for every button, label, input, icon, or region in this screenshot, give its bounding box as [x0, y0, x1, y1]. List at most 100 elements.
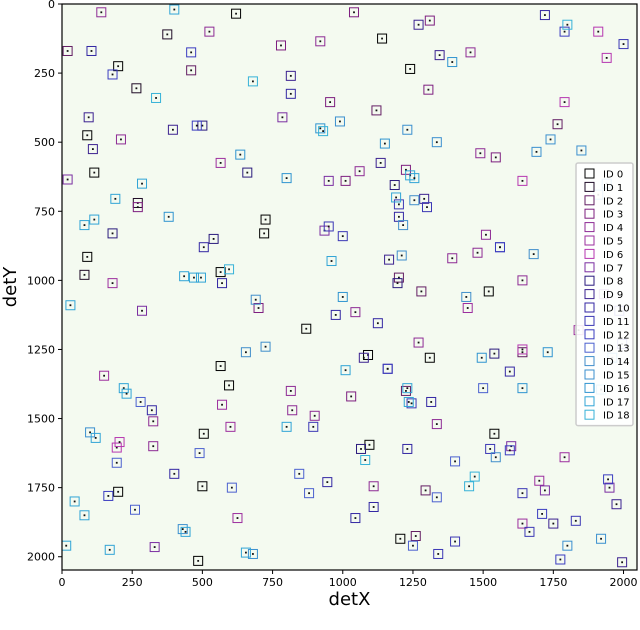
marker-id-9 [285, 70, 296, 81]
marker-id-3 [253, 303, 264, 314]
y-tick-label: 1250 [27, 343, 55, 356]
marker-center-dot [236, 517, 239, 519]
marker-center-dot [289, 74, 292, 77]
marker-center-dot [93, 218, 96, 221]
marker-center-dot [115, 446, 118, 449]
marker-id-17 [169, 4, 180, 15]
marker-center-dot [417, 341, 420, 344]
marker-id-10 [198, 242, 209, 253]
marker-center-dot [107, 495, 110, 497]
marker-id-10 [217, 278, 228, 289]
marker-id-3 [325, 97, 336, 108]
legend-entry: ID 5 [603, 237, 623, 248]
marker-center-dot [556, 123, 559, 126]
x-tick-label: 750 [262, 576, 283, 589]
marker-center-dot [574, 519, 577, 522]
legend-swatch [584, 329, 595, 340]
marker-center-dot [221, 282, 223, 285]
marker-id-3 [132, 202, 143, 213]
marker-center-dot [417, 23, 420, 26]
marker-id-10 [372, 318, 383, 329]
marker-id-2 [400, 385, 411, 396]
marker-id-12 [537, 508, 548, 519]
marker-center-dot [407, 401, 410, 403]
marker-center-dot [136, 206, 139, 209]
marker-center-dot [479, 152, 482, 155]
marker-id-4 [309, 410, 320, 421]
marker-id-5 [232, 513, 243, 524]
marker-id-16 [379, 138, 390, 149]
marker-center-dot [341, 235, 344, 238]
marker-id-2 [62, 45, 73, 56]
marker-id-17 [179, 271, 190, 282]
marker-id-16 [476, 352, 487, 363]
marker-center-dot [559, 558, 562, 561]
legend-swatch [584, 409, 595, 420]
marker-center-dot [229, 425, 232, 428]
marker-id-16 [337, 291, 348, 302]
marker-id-10 [402, 443, 413, 454]
marker-id-7 [539, 485, 550, 496]
x-tick-label: 500 [192, 576, 213, 589]
marker-center-dot [114, 197, 117, 200]
marker-id-0 [193, 555, 204, 566]
marker-id-6 [517, 344, 528, 355]
marker-id-8 [389, 180, 400, 191]
marker-id-14 [250, 294, 261, 305]
marker-center-dot [358, 170, 361, 173]
marker-center-dot [125, 392, 128, 395]
marker-center-dot [285, 425, 288, 428]
marker-id-9 [167, 124, 178, 135]
marker-center-dot [535, 150, 538, 153]
marker-id-17 [402, 383, 413, 394]
marker-center-dot [308, 492, 310, 495]
marker-id-17 [326, 256, 337, 267]
marker-center-dot [383, 142, 386, 145]
marker-id-4 [447, 253, 458, 264]
marker-center-dot [152, 445, 155, 448]
marker-center-dot [117, 65, 120, 68]
marker-center-dot [344, 179, 347, 182]
marker-center-dot [622, 43, 625, 45]
marker-center-dot [364, 459, 367, 461]
marker-center-dot [152, 420, 155, 423]
marker-id-6 [517, 175, 528, 186]
marker-id-9 [611, 499, 622, 510]
legend-swatch [584, 382, 595, 393]
marker-center-dot [219, 162, 222, 164]
legend-swatch [584, 235, 595, 246]
marker-id-12 [107, 69, 118, 80]
legend-swatch [584, 181, 595, 192]
marker-center-dot [228, 384, 230, 387]
marker-id-10 [426, 396, 437, 407]
marker-center-dot [379, 162, 382, 164]
marker-center-dot [353, 11, 355, 14]
marker-center-dot [423, 197, 426, 200]
marker-center-dot [388, 258, 390, 261]
marker-id-4 [354, 166, 365, 177]
marker-id-6 [114, 437, 125, 448]
marker-id-15 [334, 116, 345, 127]
marker-center-dot [406, 448, 409, 450]
marker-id-14 [528, 249, 539, 260]
marker-id-11 [618, 39, 629, 50]
marker-id-1 [131, 83, 142, 94]
marker-center-dot [607, 478, 609, 481]
marker-id-0 [489, 428, 500, 439]
marker-id-15 [402, 124, 413, 135]
marker-id-8 [392, 278, 403, 289]
marker-id-11 [323, 221, 334, 232]
marker-id-9 [548, 518, 559, 529]
marker-center-dot [563, 101, 566, 104]
marker-id-9 [419, 193, 430, 204]
marker-center-dot [201, 485, 204, 488]
marker-id-4 [465, 47, 476, 58]
legend-swatch [584, 275, 595, 286]
y-tick-label: 750 [34, 205, 55, 218]
marker-center-dot [386, 367, 389, 370]
marker-id-15 [177, 524, 188, 535]
marker-id-4 [475, 148, 486, 159]
marker-center-dot [327, 179, 330, 182]
legend-entry: ID 13 [603, 344, 630, 355]
marker-center-dot [615, 503, 618, 506]
